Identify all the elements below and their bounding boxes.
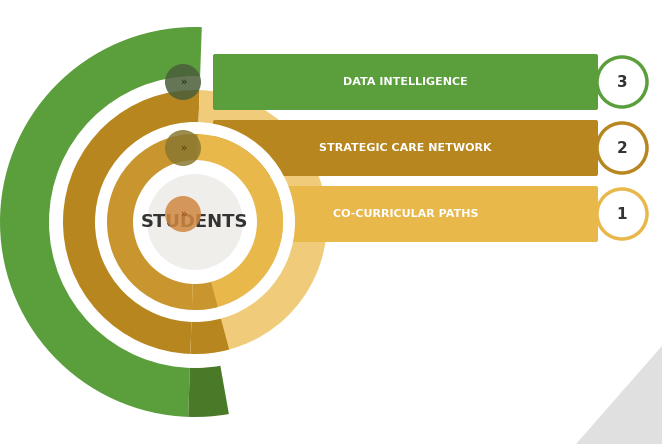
Text: STUDENTS: STUDENTS	[141, 213, 249, 231]
Wedge shape	[63, 90, 200, 354]
Text: DATA INTELLIGENCE: DATA INTELLIGENCE	[343, 77, 468, 87]
Wedge shape	[133, 160, 257, 284]
Wedge shape	[192, 134, 283, 310]
Circle shape	[165, 64, 201, 100]
Polygon shape	[576, 346, 662, 444]
Wedge shape	[191, 90, 327, 354]
Circle shape	[597, 123, 647, 173]
Wedge shape	[0, 27, 202, 417]
Wedge shape	[188, 360, 229, 417]
Text: STRATEGIC CARE NETWORK: STRATEGIC CARE NETWORK	[319, 143, 492, 153]
FancyBboxPatch shape	[213, 54, 598, 110]
Wedge shape	[95, 122, 295, 322]
Circle shape	[165, 130, 201, 166]
Circle shape	[597, 57, 647, 107]
Wedge shape	[107, 134, 198, 310]
FancyBboxPatch shape	[213, 186, 598, 242]
Text: »: »	[180, 77, 186, 87]
Circle shape	[145, 172, 245, 272]
FancyBboxPatch shape	[213, 120, 598, 176]
Circle shape	[597, 189, 647, 239]
Circle shape	[165, 196, 201, 232]
Wedge shape	[0, 21, 396, 423]
Wedge shape	[191, 313, 229, 354]
Text: CO-CURRICULAR PATHS: CO-CURRICULAR PATHS	[333, 209, 478, 219]
Text: »: »	[180, 209, 186, 219]
Wedge shape	[49, 76, 341, 368]
Text: 1: 1	[617, 206, 628, 222]
Text: 2: 2	[616, 140, 628, 155]
Text: 3: 3	[617, 75, 628, 90]
Wedge shape	[192, 276, 218, 310]
Text: »: »	[180, 143, 186, 153]
